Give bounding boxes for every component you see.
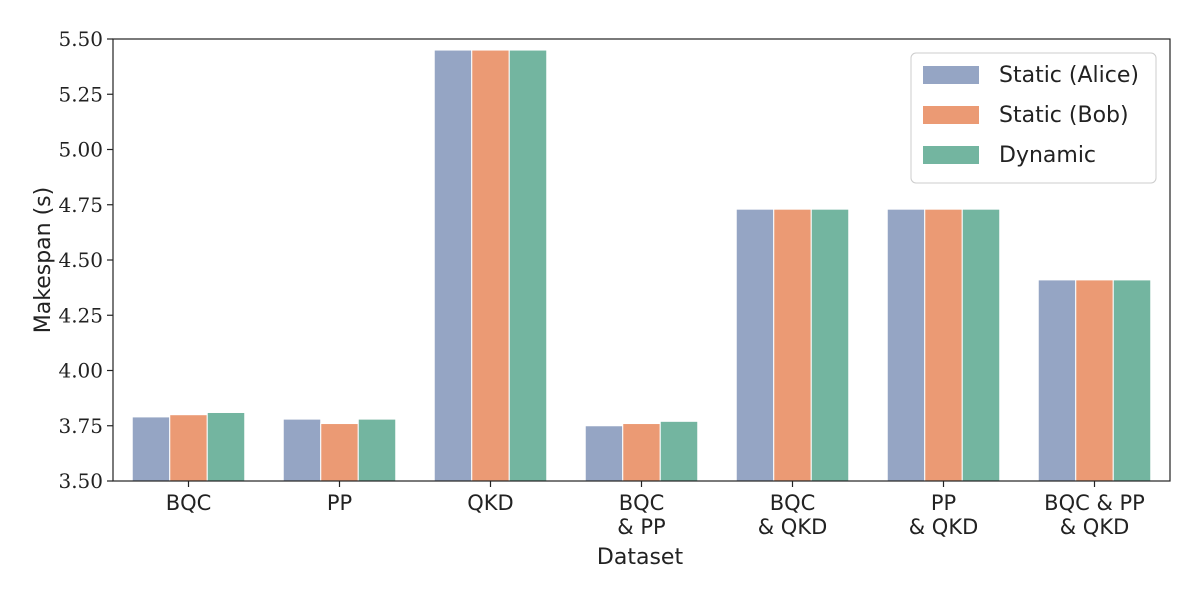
legend: Static (Alice) Static (Bob) Dynamic (910, 52, 1157, 184)
x-tick-label-5-line-2: & QKD (758, 515, 828, 539)
bar-4-series-3 (659, 420, 699, 482)
axes-layer: 3.50 3.75 4.00 4.25 4.50 4.75 5.00 5.25 5.50 BQC P… (58, 27, 1171, 539)
y-tick-label-2: 3.75 (58, 414, 103, 438)
x-tick-label-7-line-2: & QKD (1060, 515, 1130, 539)
x-axis-label: Dataset (597, 545, 684, 570)
bar-6-series-1 (886, 208, 926, 482)
bar-6-series-2 (924, 208, 963, 482)
bar-5-series-2 (773, 208, 812, 482)
bar-5-series-1 (735, 208, 775, 482)
bar-2-series-3 (357, 418, 397, 482)
y-tick-label-7: 5.00 (58, 138, 103, 162)
bar-5-series-3 (810, 208, 850, 482)
x-tick-label-6-line-2: & QKD (909, 515, 979, 539)
y-tick-label-6: 4.75 (58, 193, 103, 217)
bar-4-series-2 (622, 423, 661, 482)
bar-1-series-3 (206, 411, 246, 482)
x-tick-label-7-line-1: BQC & PP (1044, 491, 1145, 515)
legend-swatch-3 (923, 146, 979, 164)
x-tick-label-4-line-1: BQC (619, 491, 665, 515)
bar-7-series-1 (1037, 279, 1077, 482)
y-tick-label-3: 4.00 (58, 359, 103, 383)
bar-4-series-1 (584, 425, 624, 482)
y-tick-label-1: 3.50 (58, 469, 103, 493)
bar-3-series-1 (433, 49, 473, 482)
bars-layer (131, 49, 1152, 482)
x-tick-label-6-line-1: PP (931, 491, 956, 515)
x-tick-label-5-line-1: BQC (770, 491, 816, 515)
bar-6-series-3 (961, 208, 1001, 482)
x-tick-label-2-line-1: PP (327, 491, 352, 515)
legend-label-2: Static (Bob) (999, 103, 1129, 128)
x-tick-label-4-line-2: & PP (617, 515, 665, 539)
bar-1-series-1 (131, 416, 171, 482)
bar-3-series-3 (508, 49, 548, 482)
x-tick-label-1-line-1: BQC (166, 491, 212, 515)
bar-2-series-2 (320, 423, 359, 482)
x-tick-label-3-line-1: QKD (467, 491, 513, 515)
y-axis-label: Makespan (s) (31, 187, 56, 333)
bar-3-series-2 (471, 49, 510, 482)
y-tick-label-8: 5.25 (58, 82, 103, 106)
y-tick-label-5: 4.50 (58, 248, 103, 272)
bar-7-series-3 (1112, 279, 1152, 482)
bar-2-series-1 (282, 418, 322, 482)
legend-swatch-2 (923, 106, 979, 124)
y-tick-label-9: 5.50 (58, 27, 103, 51)
legend-label-3: Dynamic (999, 143, 1096, 168)
bar-1-series-2 (169, 414, 208, 482)
y-tick-label-4: 4.25 (58, 303, 103, 327)
bar-7-series-2 (1075, 279, 1114, 482)
legend-label-1: Static (Alice) (999, 63, 1139, 88)
legend-swatch-1 (923, 66, 979, 84)
